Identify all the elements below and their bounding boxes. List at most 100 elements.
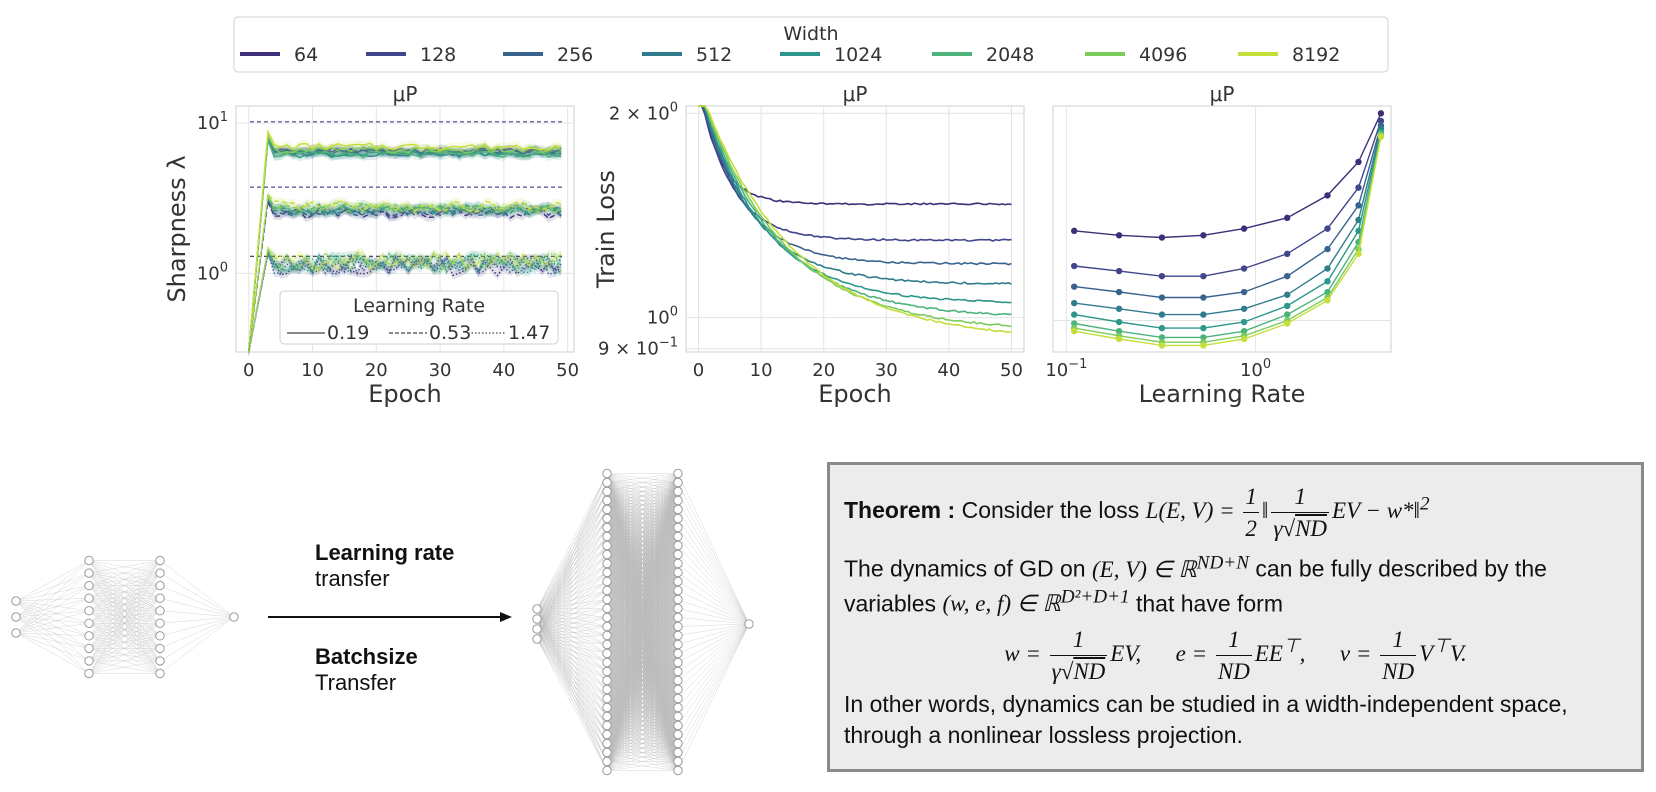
- panel2-title: μP: [843, 82, 868, 106]
- lr-sweep-point-w512-0: [1070, 299, 1078, 307]
- lr-sweep-point-w1024-0: [1070, 311, 1078, 318]
- lr-sweep-point-w512-3: [1200, 311, 1207, 318]
- lr-legend-title: Learning Rate: [353, 295, 485, 317]
- width-legend: Width 64 128 256 512 1024 2048 4096 8192: [233, 16, 1389, 73]
- sharpness-line-lr0.53-w4096: [248, 192, 562, 353]
- p2-xtick-40: 40: [937, 360, 960, 381]
- lr-sweep-point-w1024-4: [1240, 318, 1248, 326]
- lr-sweep-point-w128-5: [1283, 250, 1291, 258]
- lr-sweep-point-w128-3: [1200, 272, 1207, 280]
- p2-xtick-10: 10: [750, 360, 773, 381]
- bs-transfer-label: Batchsize Transfer: [315, 644, 418, 697]
- theorem-closing-2: through a nonlinear lossless projection.: [844, 721, 1243, 748]
- p2-ytick-2: 2 × 100: [609, 100, 678, 124]
- large-network: [532, 468, 754, 776]
- lr-sweep-point-w256-6: [1324, 245, 1331, 253]
- lr-transfer-sub: transfer: [315, 566, 390, 592]
- lr-sweep-point-w8192-8: [1377, 133, 1385, 140]
- lr-sweep-point-w2048-4: [1240, 327, 1248, 335]
- sharpness-line-lr1.47-w8192: [248, 246, 562, 353]
- lr-sweep-point-w512-1: [1115, 305, 1123, 312]
- panel1-title: μP: [393, 82, 418, 106]
- theorem-line-2: The dynamics of GD on (E, V) ∈ ℝND+N can…: [844, 550, 1627, 585]
- theorem-p3-a: variables: [844, 590, 937, 617]
- lr-sweep-point-w1024-5: [1283, 302, 1291, 310]
- wef-domain: (w, e, f) ∈ ℝD²+D+1: [942, 586, 1130, 617]
- lr-sweep-point-w256-4: [1240, 288, 1248, 296]
- panel-sharpness: μP Epoch Sharpness λ 0 10 20 30 40 50 101 100 L…: [163, 82, 579, 408]
- p2-xtick-50: 50: [1000, 360, 1023, 381]
- loss-line-w4096: [698, 105, 1012, 328]
- lr-sweep-point-w2048-3: [1200, 334, 1207, 341]
- lr-sweep-point-w8192-1: [1115, 335, 1123, 343]
- panel-lr-sweep: μP Learning Rate 10−1 100: [1045, 82, 1392, 408]
- sharpness-line-lr0.19-w4096: [248, 133, 562, 353]
- panel3-xlabel: Learning Rate: [1139, 380, 1306, 408]
- lr-sweep-point-w1024-1: [1115, 318, 1123, 326]
- panel3-title: μP: [1210, 82, 1235, 106]
- lr-sweep-point-w8192-0: [1070, 327, 1078, 335]
- lr-sweep-point-w256-0: [1070, 283, 1078, 290]
- legend-label-2048: 2048: [986, 44, 1034, 66]
- legend-label-1024: 1024: [834, 44, 882, 66]
- lr-sweep-point-w128-1: [1115, 267, 1123, 275]
- lr-transfer-title: Learning rate: [315, 540, 455, 565]
- lr-sweep-point-w64-3: [1200, 232, 1207, 239]
- lr-sweep-point-w512-5: [1283, 291, 1291, 298]
- lr-sweep-point-w2048-2: [1158, 334, 1166, 341]
- lr-sweep-point-w8192-4: [1240, 335, 1248, 343]
- p1-xtick-40: 40: [492, 360, 515, 381]
- p2-xtick-30: 30: [875, 360, 898, 381]
- p1-xtick-20: 20: [365, 360, 388, 381]
- lr-sweep-point-w8192-3: [1200, 342, 1207, 349]
- p1-xtick-30: 30: [429, 360, 452, 381]
- lr-legend: Learning Rate 0.19 0.53 1.47: [279, 290, 559, 345]
- loss-equation: L(E, V) = 1 2 ‖ 1 γ√ND EV − w*‖2: [1146, 484, 1430, 541]
- lr-sweep-point-w128-7: [1355, 184, 1362, 191]
- sharpness-line-lr1.47-w128: [248, 250, 562, 353]
- lr-sweep-point-w2048-5: [1283, 311, 1291, 318]
- panel1-xlabel: Epoch: [368, 380, 442, 408]
- legend-label-256: 256: [557, 44, 593, 66]
- theorem-line-3: variables (w, e, f) ∈ ℝD²+D+1 that have …: [844, 585, 1627, 620]
- panel1-ylabel: Sharpness λ: [163, 155, 191, 302]
- lr-sweep-point-w128-2: [1158, 272, 1166, 280]
- panel-train-loss: μP Epoch Train Loss 0 10 20 30 40 50 2 × 100 10…: [592, 82, 1025, 408]
- sharpness-line-lr0.19-w1024: [248, 139, 562, 353]
- panel2-ylabel: Train Loss: [592, 170, 620, 289]
- sharpness-line-lr1.47-w2048: [248, 247, 562, 353]
- lr-sweep-point-w2048-0: [1070, 320, 1078, 327]
- lr-sweep-point-w1024-3: [1200, 324, 1207, 332]
- lr-sweep-point-w64-1: [1115, 232, 1123, 239]
- sharpness-line-lr0.19-w8192: [248, 129, 562, 353]
- sharpness-line-lr0.19-w2048: [248, 139, 562, 353]
- sharpness-line-lr1.47-w4096: [248, 248, 562, 353]
- loss-line-w512: [698, 105, 1012, 285]
- lr-sweep-point-w256-1: [1115, 288, 1123, 296]
- lr-legend-entry-0: 0.19: [327, 322, 369, 344]
- transfer-arrow: [268, 612, 512, 622]
- lr-sweep-point-w128-4: [1240, 265, 1248, 272]
- variable-definitions: w = 1 γ√ND EV, e = 1 ND EE⊤, v = 1 ND V⊤V.: [844, 624, 1627, 687]
- p1-xtick-10: 10: [301, 360, 324, 381]
- lr-sweep-point-w8192-2: [1158, 342, 1166, 349]
- panel2-xlabel: Epoch: [818, 380, 892, 408]
- legend-label-512: 512: [696, 44, 732, 66]
- lr-sweep-point-w8192-6: [1324, 297, 1331, 304]
- sharpness-line-lr0.53-w256: [248, 196, 562, 353]
- sharpness-line-lr0.53-w512: [248, 195, 562, 353]
- loss-line-w1024: [698, 105, 1012, 304]
- lr-sweep-point-w2048-1: [1115, 327, 1123, 335]
- p2-ytick-1: 100: [647, 305, 678, 329]
- lr-sweep-point-w64-2: [1158, 234, 1166, 241]
- ev-domain: (E, V) ∈ ℝND+N: [1092, 552, 1249, 582]
- loss-line-w2048: [698, 105, 1012, 316]
- lr-sweep-point-w256-2: [1158, 294, 1166, 301]
- theorem-p2-a: The dynamics of GD on: [844, 555, 1086, 582]
- lr-legend-entry-2: 1.47: [508, 322, 550, 344]
- lr-sweep-point-w64-5: [1283, 214, 1291, 222]
- sharpness-line-lr1.47-w512: [248, 248, 562, 353]
- p2-xtick-0: 0: [693, 360, 704, 381]
